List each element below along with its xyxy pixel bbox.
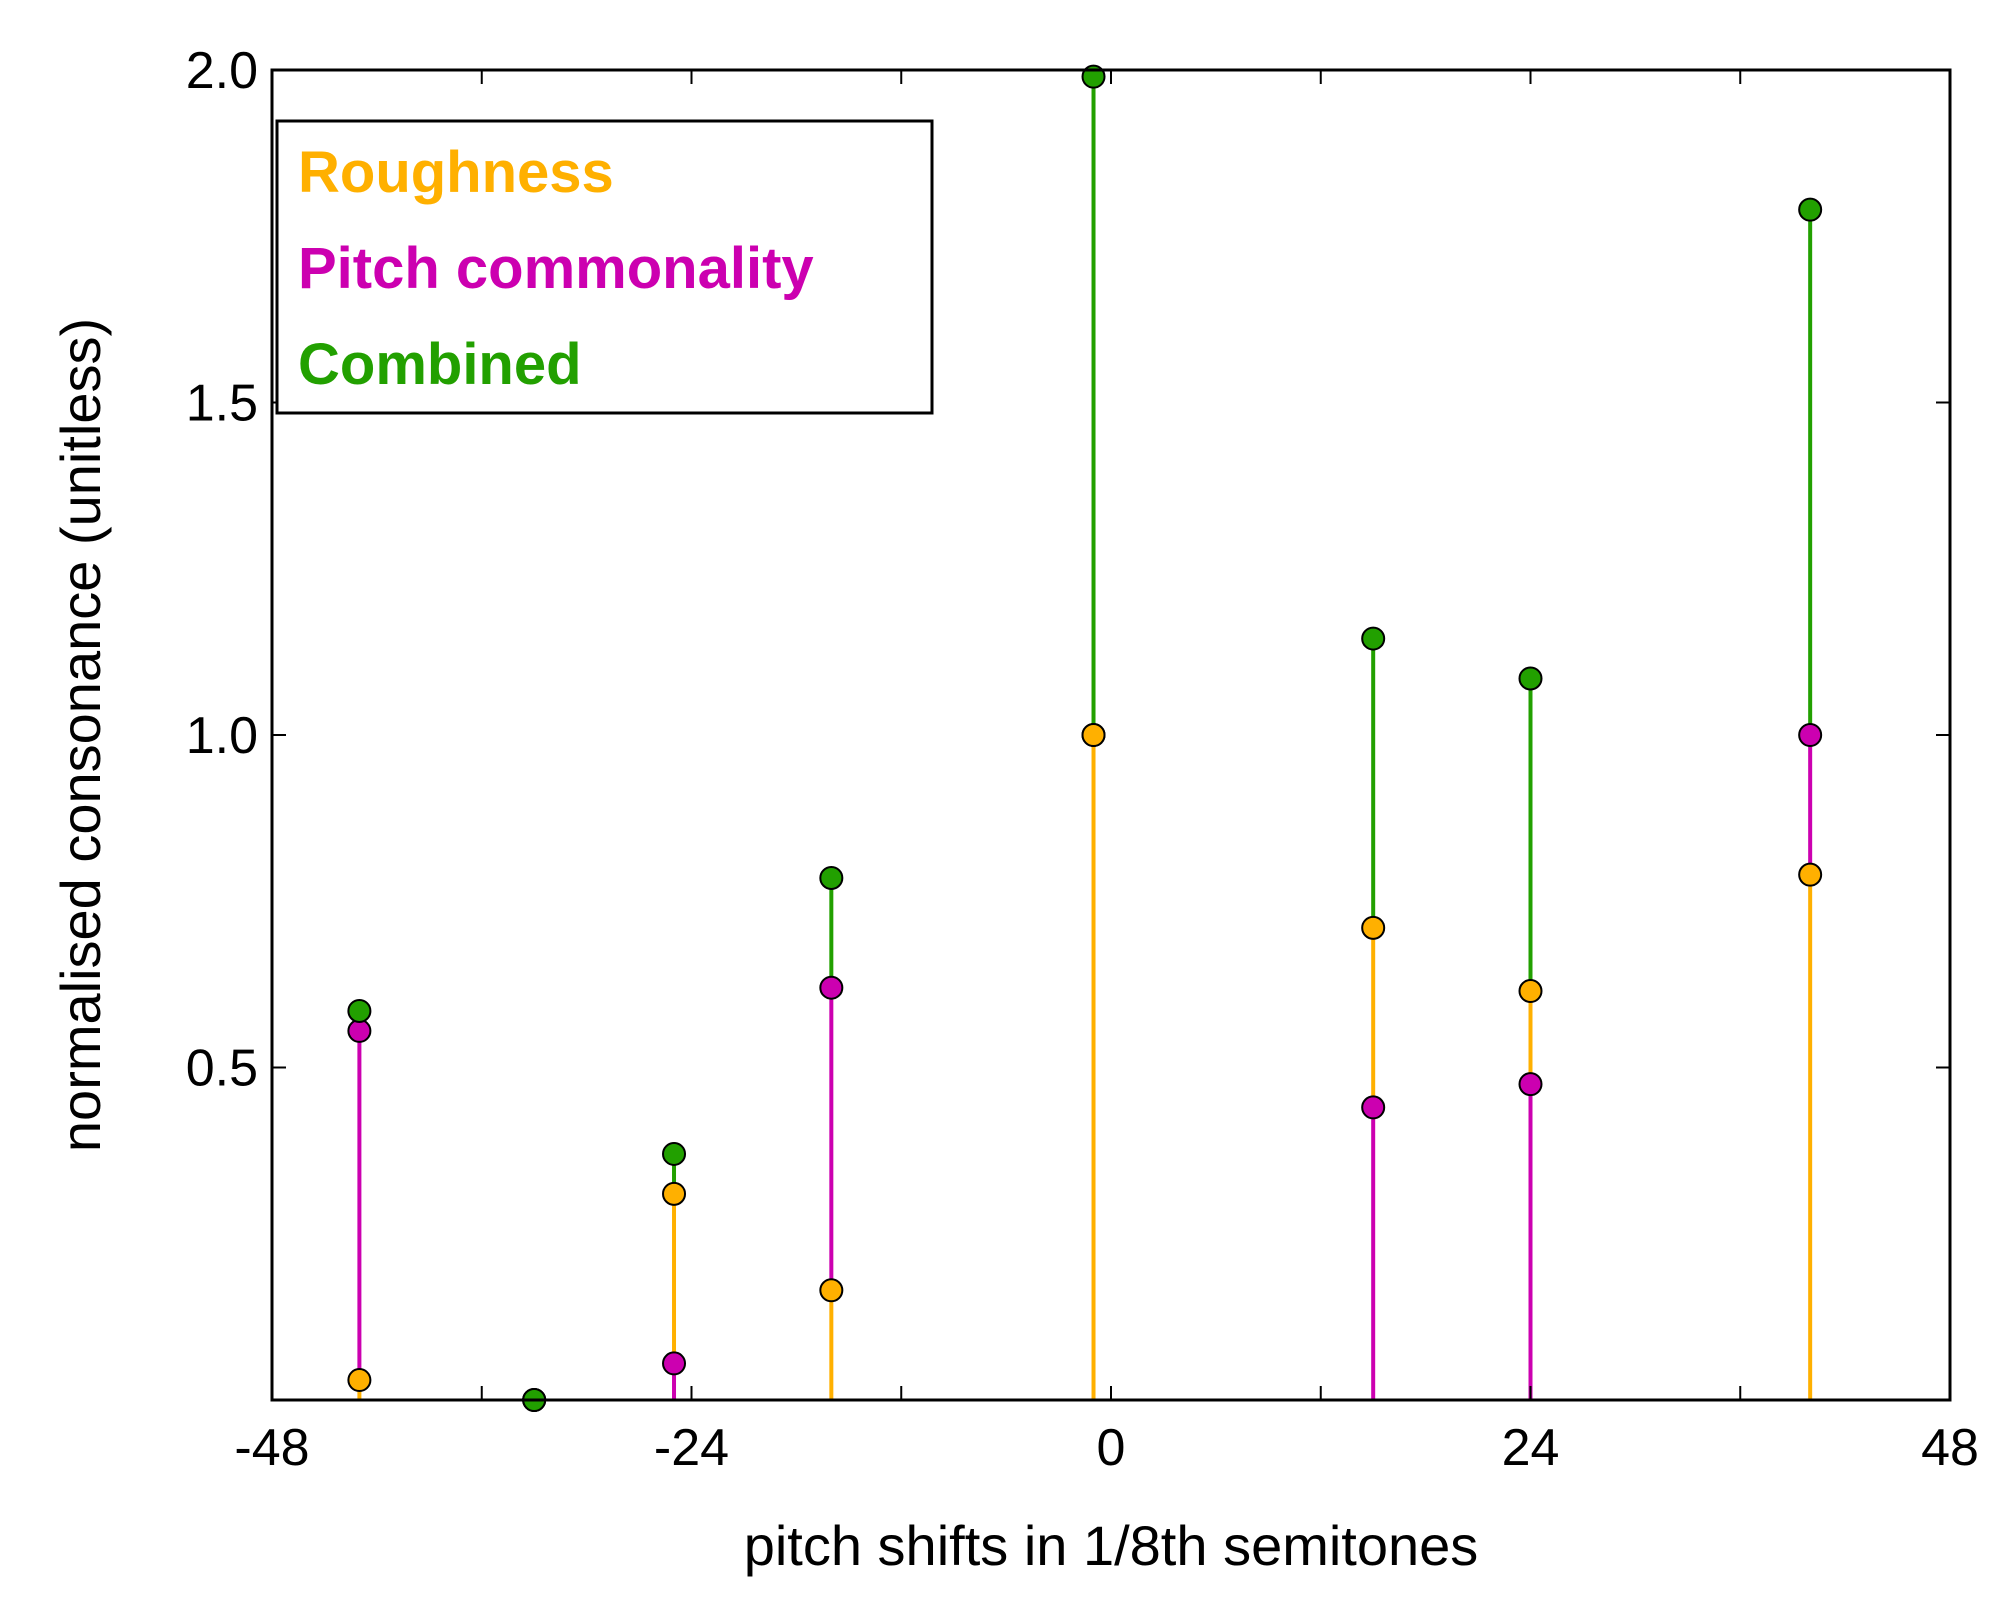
marker-roughness [1081, 723, 1106, 747]
marker-combined [347, 998, 372, 1023]
marker-combined [662, 1141, 687, 1166]
legend-entry-combined: Combined [298, 332, 582, 397]
marker-pitch-commonality [662, 1351, 687, 1376]
marker-pitch-commonality [1518, 1072, 1543, 1097]
legend-box [275, 119, 934, 415]
marker-pitch-commonality [819, 975, 844, 1000]
marker-combined [1361, 626, 1386, 651]
x-tick-label: 48 [1921, 1419, 1979, 1477]
marker-roughness [1518, 979, 1543, 1004]
legend: Roughness Pitch commonality Combined [275, 119, 934, 415]
x-tick-label: -24 [654, 1419, 729, 1477]
y-axis-label: normalised consonance (unitless) [49, 318, 112, 1152]
legend-entry-roughness: Roughness [298, 140, 614, 205]
y-tick-label: 1.5 [186, 375, 258, 433]
y-tick-labels: 0.5 1.0 1.5 2.0 [186, 42, 258, 1098]
marker-combined [1798, 197, 1823, 222]
marker-roughness [1798, 862, 1823, 887]
marker-roughness [662, 1181, 687, 1206]
marker-roughness [347, 1368, 372, 1393]
marker-pitch-commonality [1361, 1095, 1386, 1120]
data-markers [347, 64, 1823, 1412]
marker-pitch-commonality [347, 1018, 372, 1043]
legend-entry-pitch-commonality: Pitch commonality [298, 236, 814, 301]
marker-roughness [1361, 915, 1386, 940]
y-tick-label: 2.0 [186, 42, 258, 100]
x-axis-label: pitch shifts in 1/8th semitones [744, 1514, 1479, 1577]
x-tick-label: 24 [1502, 1419, 1560, 1477]
marker-combined [819, 865, 844, 890]
x-tick-label: 0 [1097, 1419, 1126, 1477]
x-tick-label: -48 [234, 1419, 309, 1477]
marker-roughness [819, 1278, 844, 1303]
marker-pitch-commonality [1798, 723, 1823, 747]
y-tick-label: 0.5 [186, 1040, 258, 1098]
x-tick-labels: -48 -24 0 24 48 [234, 1419, 1979, 1477]
y-tick-label: 1.0 [186, 707, 258, 765]
marker-combined [1518, 666, 1543, 691]
